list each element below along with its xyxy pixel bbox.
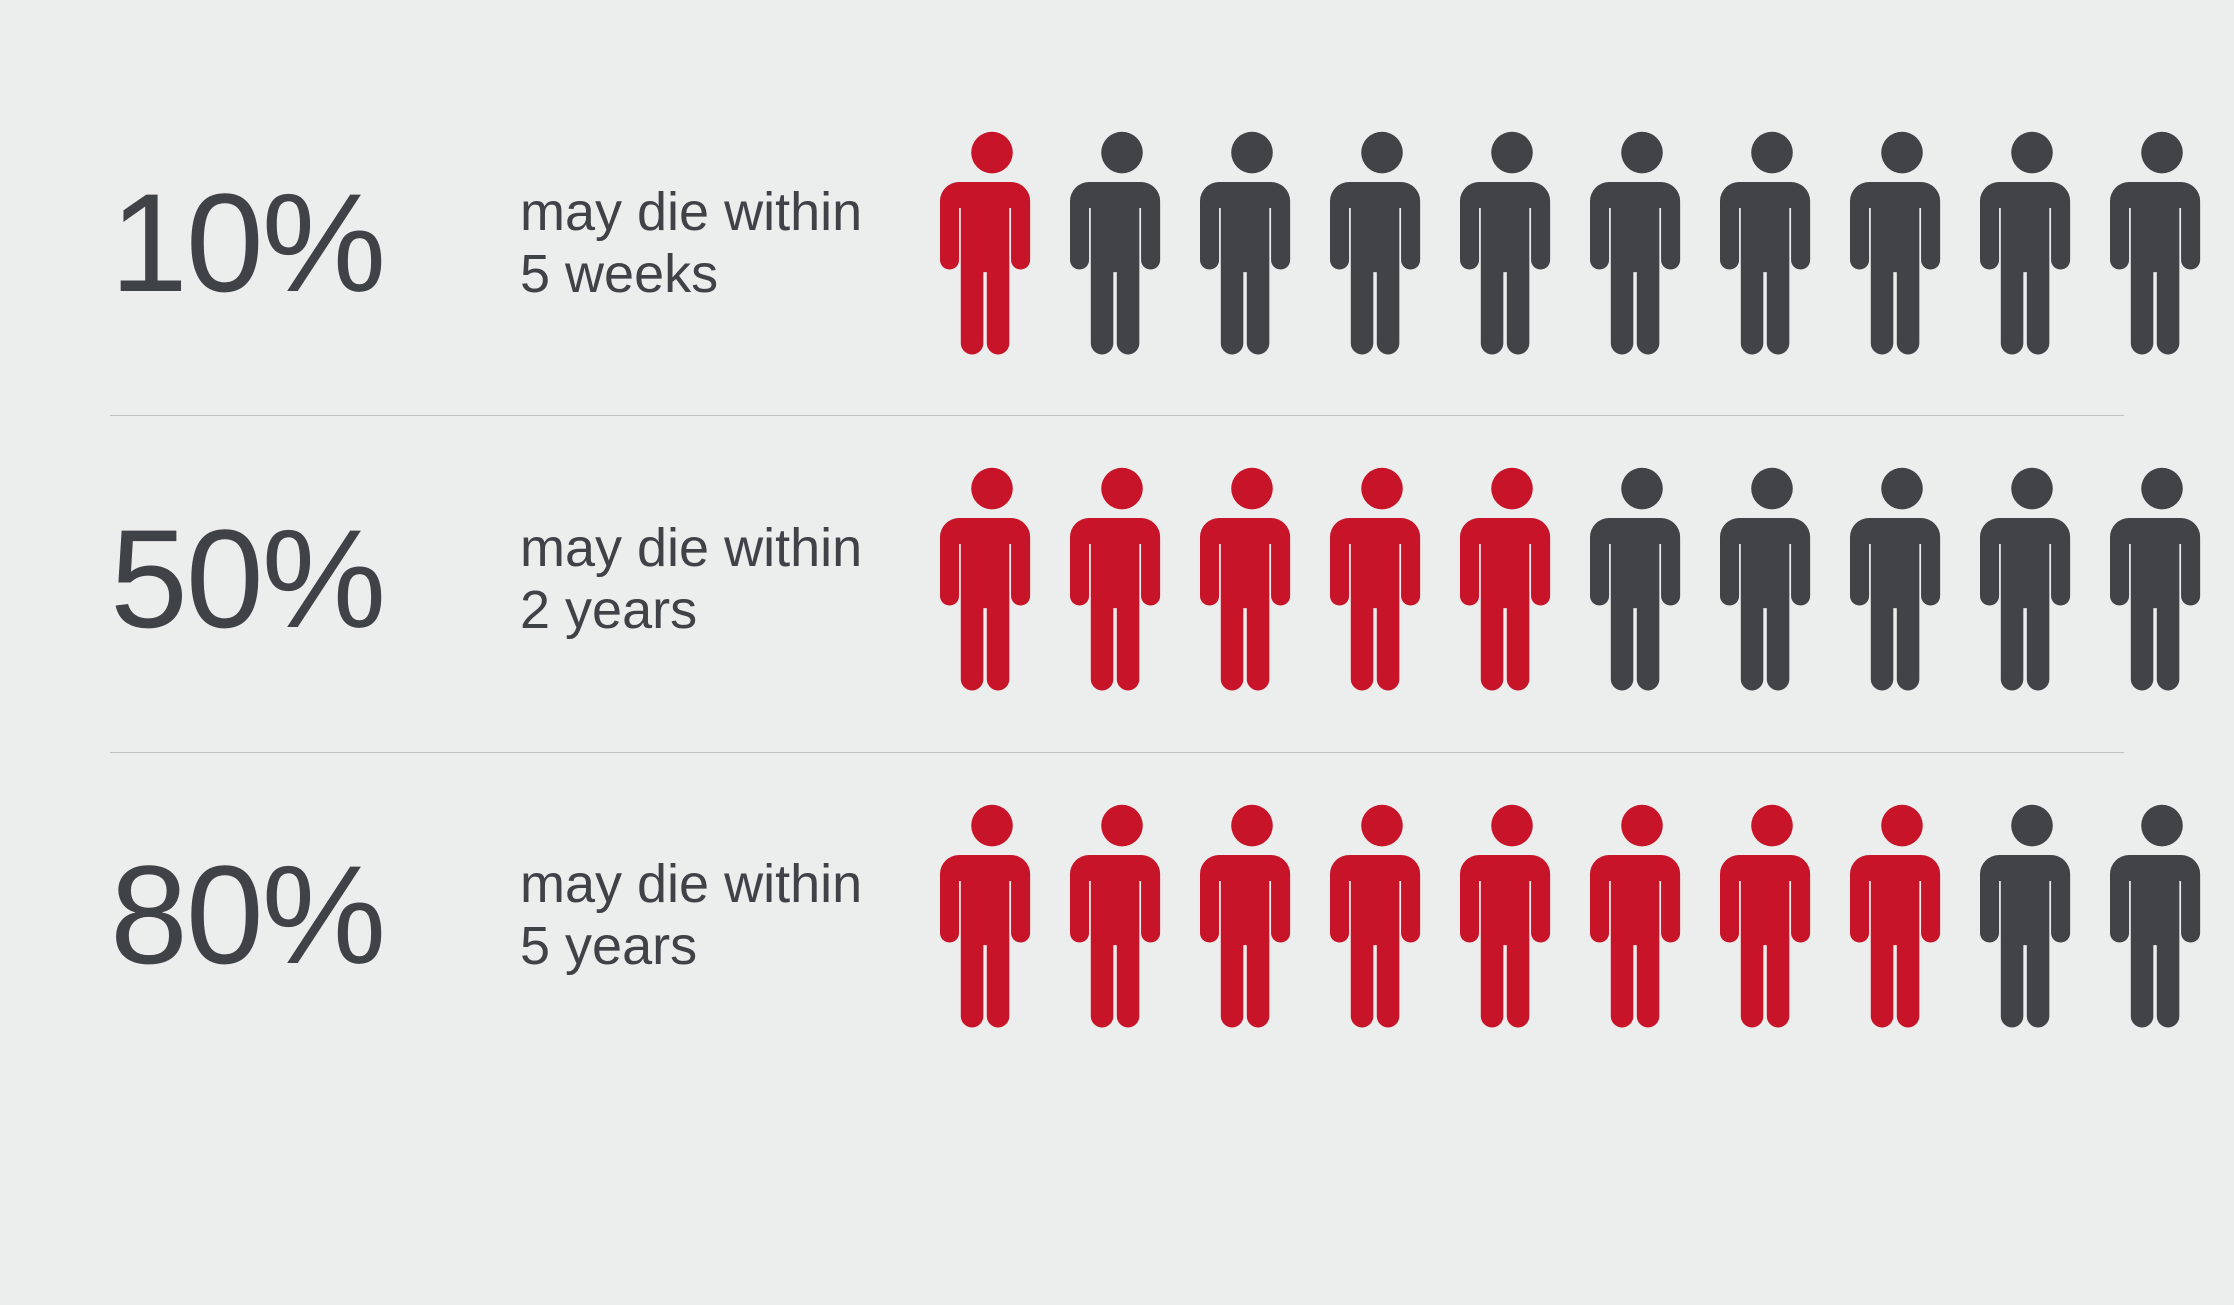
desc-line-2: 2 years bbox=[520, 579, 940, 641]
percent-value: 80% bbox=[110, 845, 490, 985]
person-icon bbox=[1070, 803, 1174, 1028]
person-icon bbox=[1980, 803, 2084, 1028]
person-icon bbox=[1980, 130, 2084, 355]
desc-line-1: may die within bbox=[520, 853, 940, 915]
person-icon bbox=[1070, 130, 1174, 355]
person-icon bbox=[1460, 466, 1564, 691]
desc-line-2: 5 years bbox=[520, 915, 940, 977]
percent-value: 10% bbox=[110, 173, 490, 313]
person-icon bbox=[1720, 130, 1824, 355]
person-icon bbox=[1330, 803, 1434, 1028]
person-icon bbox=[1200, 130, 1304, 355]
person-icon bbox=[2110, 803, 2214, 1028]
person-icon bbox=[1070, 466, 1174, 691]
stat-row: 10% may die within 5 weeks bbox=[110, 80, 2124, 415]
person-icon bbox=[1460, 130, 1564, 355]
people-row bbox=[940, 130, 2214, 355]
person-icon bbox=[1850, 130, 1954, 355]
person-icon bbox=[1720, 466, 1824, 691]
desc-line-1: may die within bbox=[520, 517, 940, 579]
person-icon bbox=[1330, 466, 1434, 691]
percent-value: 50% bbox=[110, 509, 490, 649]
desc-line-1: may die within bbox=[520, 181, 940, 243]
person-icon bbox=[940, 130, 1044, 355]
percent-description: may die within 2 years bbox=[520, 517, 940, 641]
infographic-container: 10% may die within 5 weeks 50% may die w… bbox=[0, 0, 2234, 1148]
people-row bbox=[940, 466, 2214, 691]
person-icon bbox=[1460, 803, 1564, 1028]
person-icon bbox=[1850, 803, 1954, 1028]
person-icon bbox=[940, 466, 1044, 691]
person-icon bbox=[1980, 466, 2084, 691]
person-icon bbox=[1200, 803, 1304, 1028]
stat-row: 80% may die within 5 years bbox=[110, 753, 2124, 1088]
person-icon bbox=[1200, 466, 1304, 691]
person-icon bbox=[1590, 466, 1694, 691]
person-icon bbox=[1330, 130, 1434, 355]
stat-row: 50% may die within 2 years bbox=[110, 416, 2124, 751]
person-icon bbox=[1590, 130, 1694, 355]
person-icon bbox=[1850, 466, 1954, 691]
person-icon bbox=[940, 803, 1044, 1028]
people-row bbox=[940, 803, 2214, 1028]
percent-description: may die within 5 years bbox=[520, 853, 940, 977]
percent-description: may die within 5 weeks bbox=[520, 181, 940, 305]
person-icon bbox=[1720, 803, 1824, 1028]
person-icon bbox=[2110, 466, 2214, 691]
desc-line-2: 5 weeks bbox=[520, 243, 940, 305]
person-icon bbox=[2110, 130, 2214, 355]
person-icon bbox=[1590, 803, 1694, 1028]
